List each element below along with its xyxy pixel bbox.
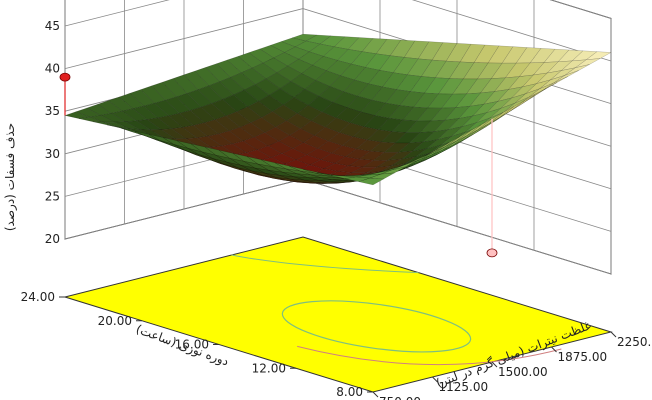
y-tick-label: 20.00 bbox=[98, 314, 132, 328]
z-tick-label: 35 bbox=[45, 104, 60, 118]
surface-cell bbox=[251, 170, 277, 178]
z-tick-label: 45 bbox=[45, 19, 60, 33]
surface-cell bbox=[223, 163, 249, 173]
design-point bbox=[59, 72, 71, 82]
surface-cell bbox=[452, 78, 478, 95]
surface-cell bbox=[171, 127, 198, 139]
surface-cell bbox=[154, 99, 180, 117]
x-tick-mark bbox=[432, 376, 438, 383]
y-tick-label: 8.00 bbox=[336, 385, 363, 399]
surface-cell bbox=[423, 142, 449, 157]
surface-cell bbox=[494, 76, 520, 92]
surface-cell bbox=[290, 178, 316, 183]
surface-cell bbox=[415, 145, 441, 157]
surface-cell bbox=[330, 175, 356, 179]
surface-cell bbox=[183, 70, 210, 90]
surface-cell bbox=[521, 88, 547, 105]
surface-cell bbox=[358, 177, 385, 186]
surface-cell bbox=[508, 74, 534, 90]
z-gridline bbox=[64, 0, 612, 62]
surface-cell bbox=[466, 78, 492, 95]
surface-cell bbox=[288, 165, 314, 173]
surface-cell bbox=[129, 89, 156, 107]
contour-line bbox=[297, 345, 562, 366]
surface-cell bbox=[368, 70, 394, 88]
surface-cell bbox=[497, 86, 524, 102]
surface-cell bbox=[504, 62, 531, 79]
surface-cell bbox=[186, 89, 213, 108]
surface-cell bbox=[216, 59, 242, 78]
surface-cell bbox=[168, 113, 194, 128]
surface-cell bbox=[386, 150, 414, 161]
surface-cell bbox=[225, 111, 252, 128]
surface-cell bbox=[232, 153, 258, 165]
surface-cell bbox=[274, 162, 300, 172]
surface-cell bbox=[218, 149, 244, 162]
x-tick-label: 750.00 bbox=[379, 395, 421, 400]
surface-cell bbox=[382, 72, 408, 90]
surface-cell bbox=[511, 83, 538, 99]
surface-cell bbox=[373, 152, 400, 161]
surface-cell bbox=[222, 94, 249, 112]
y-tick-label: 24.00 bbox=[21, 290, 55, 304]
z-tick-label: 20 bbox=[45, 232, 60, 246]
surface-cell bbox=[369, 172, 395, 180]
z-axis-title: حذف فسفات (درصد) bbox=[3, 123, 18, 231]
surface-cell bbox=[317, 140, 343, 154]
response-surface bbox=[64, 33, 612, 186]
contour-line bbox=[231, 254, 419, 274]
x-tick-mark bbox=[372, 391, 379, 398]
surface-cell bbox=[391, 160, 417, 171]
surface-cell bbox=[229, 158, 255, 169]
surface-cell bbox=[146, 117, 173, 130]
surface-cell bbox=[135, 119, 162, 130]
surface-cell bbox=[157, 115, 184, 129]
surface-cell bbox=[221, 143, 247, 155]
contour-line bbox=[281, 300, 472, 353]
x-tick-label: 2250.00 bbox=[617, 335, 652, 349]
surface-cell bbox=[515, 47, 542, 64]
design-points bbox=[59, 72, 498, 258]
x-tick-mark bbox=[551, 346, 557, 353]
surface-cell bbox=[296, 173, 322, 178]
surface-cell bbox=[531, 82, 558, 98]
surface-cell bbox=[303, 135, 329, 149]
y-tick-label: 12.00 bbox=[252, 361, 286, 375]
z-tick-label: 30 bbox=[45, 147, 60, 161]
surface-cell bbox=[176, 140, 202, 152]
surface-cell bbox=[329, 180, 354, 183]
surface-cell bbox=[148, 134, 174, 145]
surface-cell bbox=[265, 173, 291, 180]
design-point bbox=[486, 248, 498, 258]
surface-cell bbox=[489, 102, 516, 119]
surface-cell bbox=[107, 96, 134, 112]
surface-cell bbox=[203, 119, 230, 135]
x-tick-mark bbox=[491, 361, 498, 368]
surface-cell bbox=[179, 110, 205, 126]
surface-cell bbox=[162, 137, 188, 149]
z-tick-label: 40 bbox=[45, 62, 60, 76]
surface-cell bbox=[228, 126, 255, 142]
surface-cell bbox=[196, 135, 223, 148]
tick-labels: 202530354045508.0012.0016.0020.0024.0075… bbox=[21, 19, 652, 400]
surface-cell bbox=[200, 103, 227, 120]
surface-cell bbox=[217, 130, 244, 145]
surface-cell bbox=[501, 46, 528, 64]
surface-cell bbox=[211, 99, 238, 117]
surface-cell bbox=[380, 166, 406, 175]
y-tick-label: 16.00 bbox=[175, 338, 209, 352]
z-tick-label: 25 bbox=[45, 189, 60, 203]
surface-cell bbox=[438, 78, 464, 95]
x-tick-mark bbox=[610, 331, 617, 338]
surface-cell bbox=[302, 168, 328, 175]
x-tick-label: 1125.00 bbox=[439, 380, 489, 394]
surface-cell bbox=[377, 165, 403, 173]
x-tick-label: 1500.00 bbox=[498, 365, 548, 379]
x-tick-label: 1875.00 bbox=[558, 350, 608, 364]
surface-cell bbox=[190, 143, 216, 156]
surface-cell bbox=[185, 137, 212, 148]
